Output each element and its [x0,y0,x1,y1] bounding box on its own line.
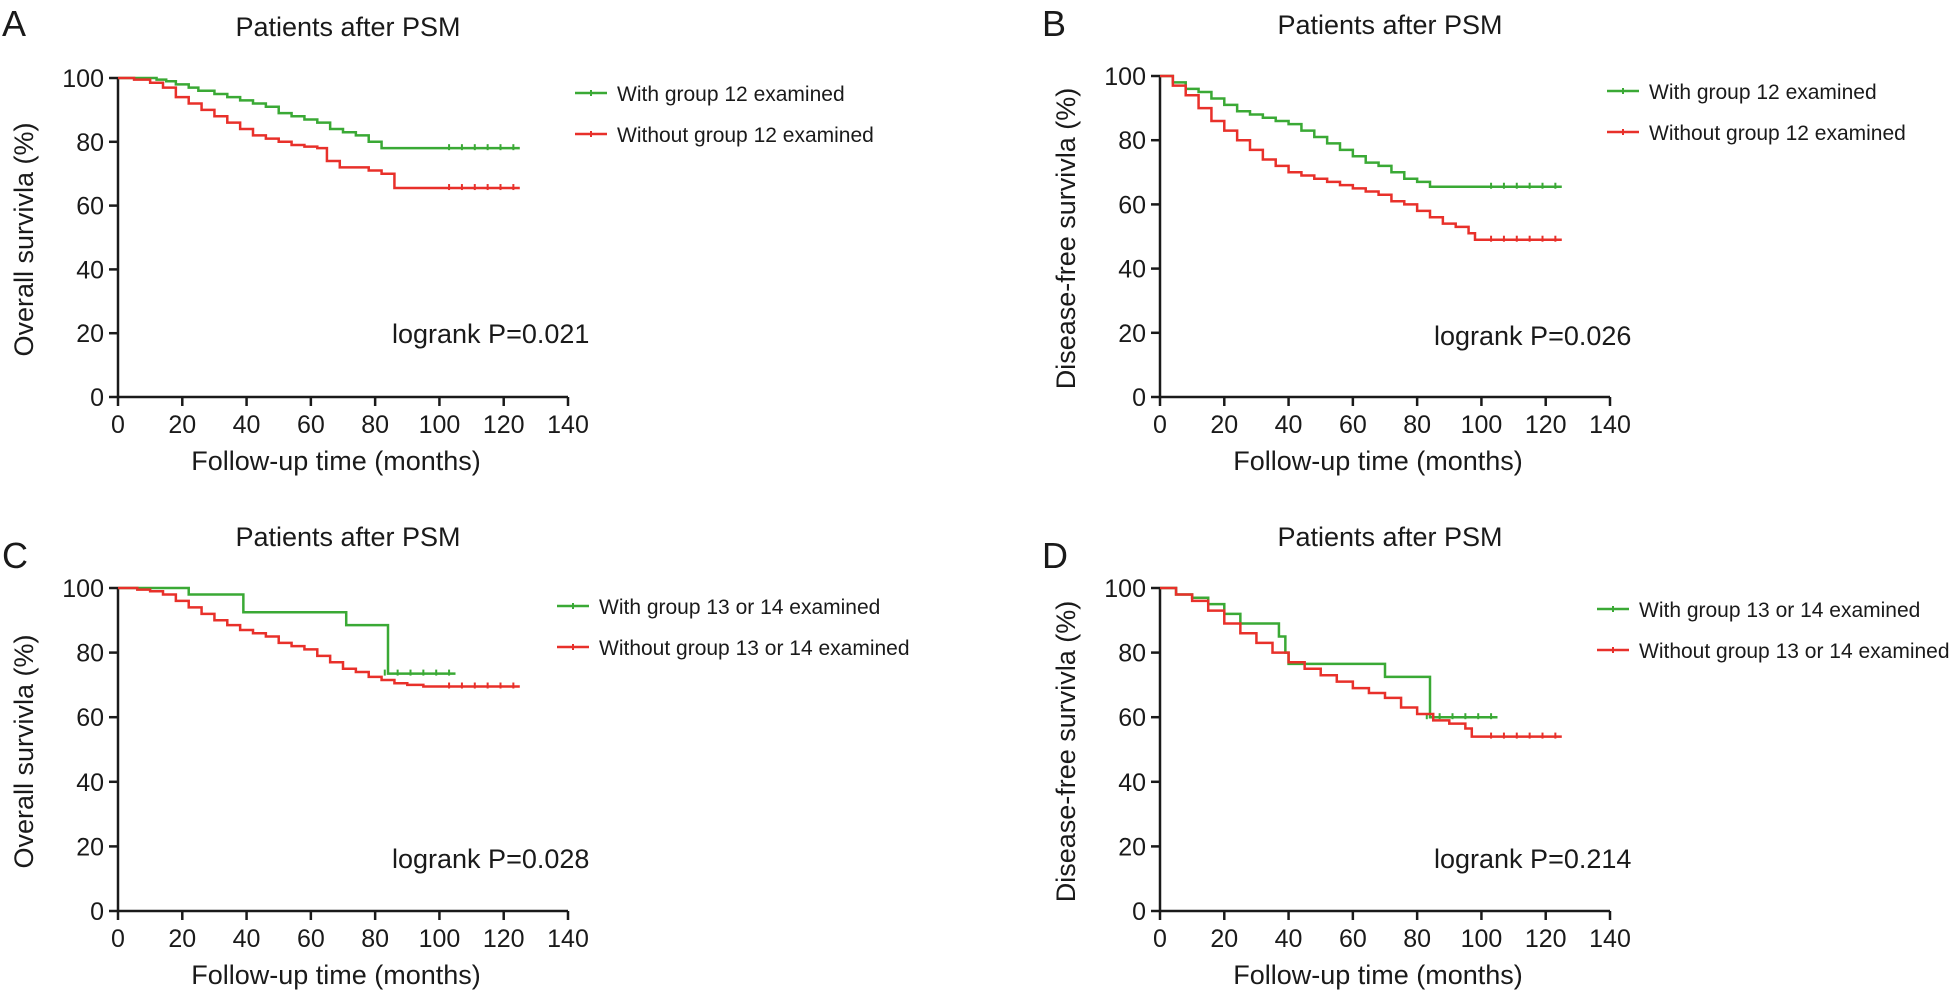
y-tick-label: 20 [1118,320,1146,348]
y-tick-label: 80 [1118,127,1146,155]
y-axis-label: Overall survivla (%) [9,634,39,868]
x-tick-label: 140 [1589,411,1631,439]
x-tick-label: 20 [168,925,196,953]
logrank-annotation: logrank P=0.214 [1434,844,1631,874]
x-tick-label: 140 [547,411,589,439]
x-tick-label: 140 [1589,925,1631,953]
x-tick-label: 100 [419,411,461,439]
x-tick-label: 0 [1153,411,1167,439]
legend-label: Without group 13 or 14 examined [599,637,910,660]
x-tick-label: 100 [419,925,461,953]
x-axis-label: Follow-up time (months) [191,446,481,476]
x-tick-label: 0 [1153,925,1167,953]
legend-label: Without group 13 or 14 examined [1639,640,1950,663]
x-tick-label: 40 [233,925,261,953]
chart-title: Patients after PSM [1277,10,1502,40]
logrank-annotation: logrank P=0.028 [392,844,589,874]
x-tick-label: 100 [1461,411,1503,439]
y-tick-label: 0 [1132,384,1146,412]
y-tick-label: 100 [62,65,104,93]
x-tick-label: 60 [1339,925,1367,953]
panel-D: D Patients after PSM 0 20 40 60 80 100 0 20 40 60 80… [1042,522,1950,990]
y-axis-label: Disease-free survivla (%) [1051,88,1081,390]
y-tick-label: 80 [76,640,104,668]
x-tick-label: 20 [1210,411,1238,439]
x-tick-label: 0 [111,925,125,953]
panel-letter: D [1042,535,1068,576]
x-tick-label: 20 [168,411,196,439]
x-tick-label: 80 [1403,411,1431,439]
chart-title: Patients after PSM [1277,522,1502,552]
y-axis-label: Disease-free survivla (%) [1051,601,1081,903]
y-tick-label: 60 [1118,704,1146,732]
legend-label: With group 13 or 14 examined [599,596,880,619]
logrank-annotation: logrank P=0.021 [392,319,589,349]
x-tick-label: 40 [1275,925,1303,953]
series-with-line [118,76,520,150]
x-tick-label: 20 [1210,925,1238,953]
legend-label: Without group 12 examined [617,124,874,147]
y-tick-label: 40 [76,256,104,284]
y-tick-label: 40 [1118,769,1146,797]
x-axis-label: Follow-up time (months) [1233,960,1523,990]
x-tick-label: 60 [1339,411,1367,439]
legend-label: With group 12 examined [617,83,845,106]
y-axis-label: Overall survivla (%) [9,122,39,356]
panel-C: C Patients after PSM 0 20 40 60 80 100 0 20 40 60 80… [2,522,910,990]
legend-label: Without group 12 examined [1649,122,1906,145]
x-tick-label: 40 [233,411,261,439]
x-tick-label: 80 [361,925,389,953]
series-with-line [1160,74,1562,188]
y-tick-label: 100 [1104,575,1146,603]
x-tick-label: 120 [483,925,525,953]
x-tick-label: 40 [1275,411,1303,439]
x-tick-label: 0 [111,411,125,439]
y-tick-label: 20 [1118,833,1146,861]
x-tick-label: 120 [483,411,525,439]
panel-letter: B [1042,3,1066,44]
y-tick-label: 80 [1118,640,1146,668]
y-tick-label: 40 [76,769,104,797]
x-tick-label: 120 [1525,411,1567,439]
y-tick-label: 20 [76,320,104,348]
panel-A: A Patients after PSM 0 20 40 60 80 100 0 20 40 60 80… [2,3,874,476]
panel-B: B Patients after PSM 0 20 40 60 80 100 0 20 40 60 80… [1042,3,1906,476]
y-tick-label: 100 [62,575,104,603]
panel-letter: C [2,535,28,576]
legend-label: With group 13 or 14 examined [1639,599,1920,622]
y-tick-label: 0 [90,384,104,412]
y-tick-label: 0 [90,898,104,926]
panel-letter: A [2,3,26,44]
x-tick-label: 120 [1525,925,1567,953]
legend-label: With group 12 examined [1649,81,1877,104]
y-tick-label: 60 [76,704,104,732]
x-tick-label: 60 [297,925,325,953]
y-tick-label: 40 [1118,256,1146,284]
chart-title: Patients after PSM [235,522,460,552]
series-without-line [1160,74,1562,241]
chart-title: Patients after PSM [235,12,460,42]
x-tick-label: 100 [1461,925,1503,953]
x-axis-label: Follow-up time (months) [1233,446,1523,476]
x-tick-label: 60 [297,411,325,439]
y-tick-label: 80 [76,129,104,157]
series-without-line [1160,586,1562,738]
series-with-line [1160,586,1498,719]
x-tick-label: 80 [1403,925,1431,953]
x-tick-label: 80 [361,411,389,439]
y-tick-label: 0 [1132,898,1146,926]
series-with-line [118,586,456,675]
series-without-line [118,76,520,190]
y-tick-label: 60 [76,193,104,221]
y-tick-label: 20 [76,833,104,861]
y-tick-label: 60 [1118,191,1146,219]
series-without-line [118,586,520,688]
logrank-annotation: logrank P=0.026 [1434,321,1631,351]
y-tick-label: 100 [1104,63,1146,91]
x-tick-label: 140 [547,925,589,953]
x-axis-label: Follow-up time (months) [191,960,481,990]
